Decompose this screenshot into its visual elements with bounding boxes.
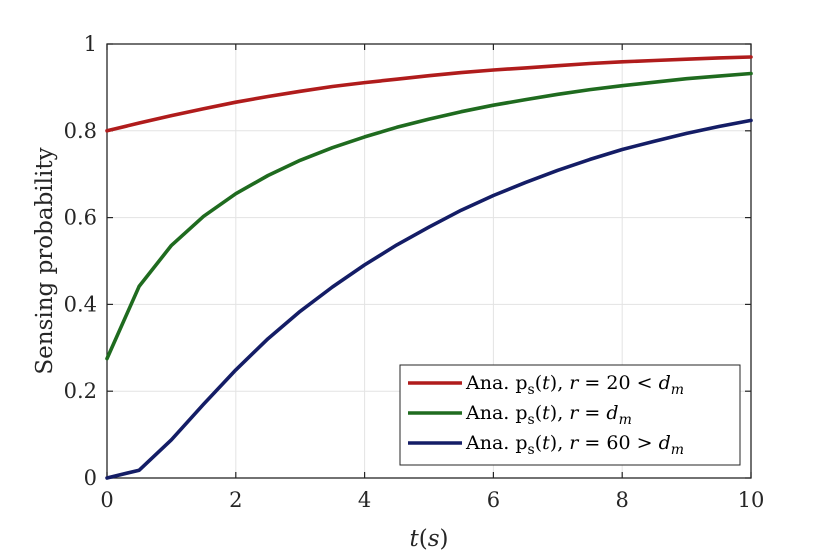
x-tick-label: 4 (358, 488, 371, 512)
y-tick-label: 0.6 (64, 206, 97, 230)
x-tick-label: 10 (738, 488, 765, 512)
legend-item: Ana. ps(t), r = 60 > dm (408, 432, 684, 458)
legend-item: Ana. ps(t), r = 20 < dm (408, 372, 684, 398)
legend-label: Ana. ps(t), r = 60 > dm (465, 432, 684, 458)
y-tick-label: 0 (84, 466, 97, 490)
x-axis-label: t(s) (409, 526, 448, 552)
y-tick-label: 0.2 (64, 379, 97, 403)
x-tick-label: 8 (616, 488, 629, 512)
legend-label: Ana. ps(t), r = dm (465, 402, 632, 428)
y-tick-label: 1 (84, 32, 97, 56)
y-tick-label: 0.8 (64, 119, 97, 143)
plot-frame (106, 43, 752, 479)
legend-item: Ana. ps(t), r = dm (408, 402, 632, 428)
x-tick-label: 2 (229, 488, 242, 512)
y-tick-label: 0.4 (64, 292, 97, 316)
axis-ticks (106, 43, 752, 479)
legend: Ana. ps(t), r = 20 < dm Ana. ps(t), r = d… (399, 364, 741, 466)
series-line-1 (105, 55, 753, 133)
series-lines (105, 55, 753, 480)
x-tick-label: 6 (487, 488, 500, 512)
legend-label: Ana. ps(t), r = 20 < dm (465, 372, 684, 398)
tick-labels: 0 2 4 6 8 10 0 0.2 0.4 0.6 0.8 1 (64, 32, 765, 512)
y-axis-label: Sensing probability (32, 147, 58, 374)
x-tick-label: 0 (100, 488, 113, 512)
series-line-2 (105, 71, 753, 361)
series-line-3 (105, 118, 753, 480)
